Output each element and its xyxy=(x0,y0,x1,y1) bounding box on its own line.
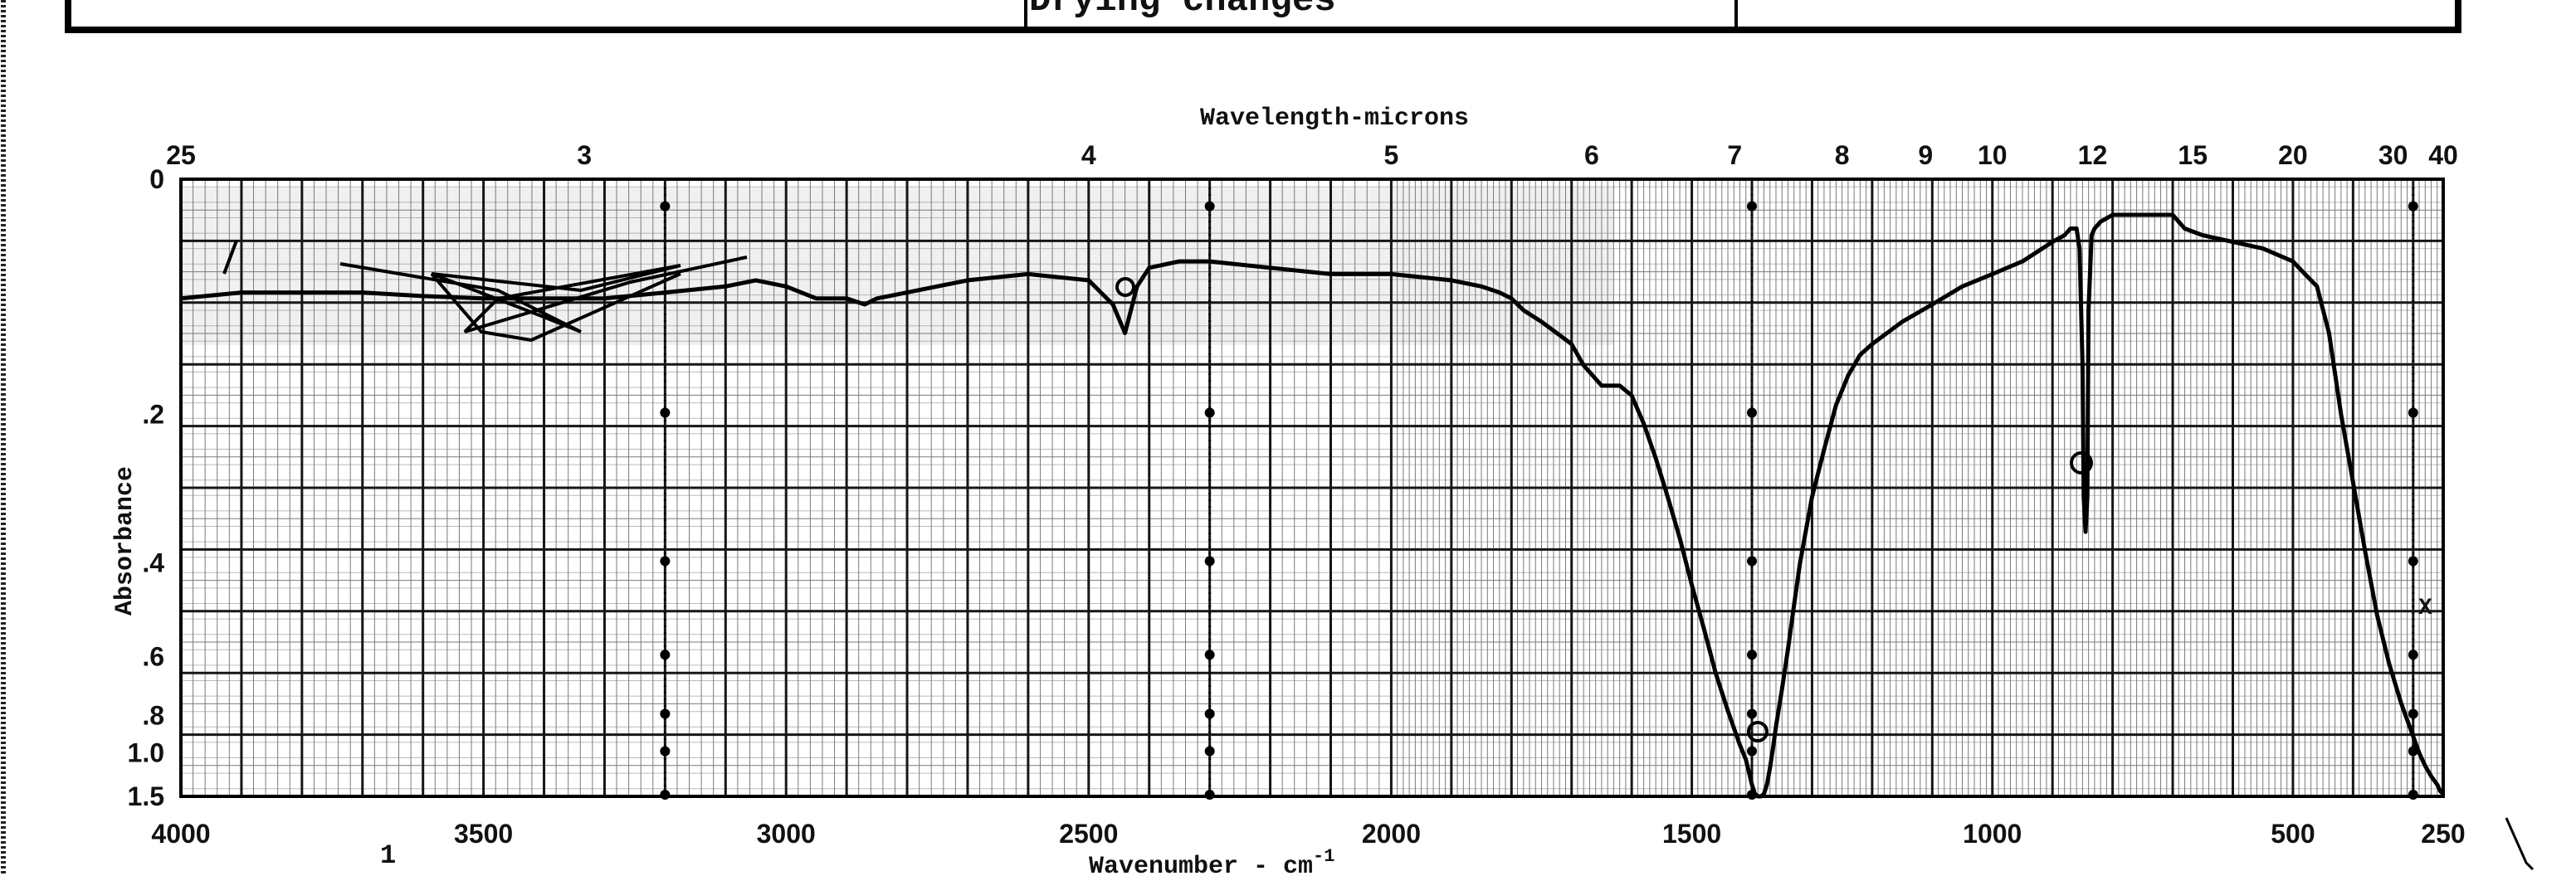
y-tick-label: .4 xyxy=(142,548,164,577)
dotted-marker-dot xyxy=(1747,708,1758,719)
dotted-marker-dot xyxy=(1204,790,1215,800)
dotted-marker-dot xyxy=(2408,790,2418,800)
y-tick-labels: 0 .2 .4 .6 .8 1.0 1.5 xyxy=(128,164,165,811)
y-axis-title: Absorbance xyxy=(111,466,139,616)
x-tick-label-top: 30 xyxy=(2378,140,2408,170)
dotted-markers xyxy=(660,187,2418,800)
x-marker: X xyxy=(2418,596,2432,621)
x-tick-label-top: 20 xyxy=(2278,140,2308,170)
top-frame xyxy=(65,0,2461,33)
x-tick-label-bottom: 2000 xyxy=(1362,819,1421,849)
dotted-marker-dot xyxy=(1204,746,1215,757)
dotted-marker-dot xyxy=(2408,407,2418,418)
dotted-marker-dot xyxy=(660,790,671,800)
dotted-marker-dot xyxy=(1747,746,1758,757)
scribble-artifact xyxy=(222,240,748,343)
dotted-marker-dot xyxy=(660,746,671,757)
dotted-marker-dot xyxy=(660,708,671,719)
dotted-marker-dot xyxy=(660,650,671,660)
y-tick-label: .6 xyxy=(142,641,164,671)
x-tick-label-top: 5 xyxy=(1384,140,1399,170)
dotted-marker-dot xyxy=(1747,407,1758,418)
x-tick-label-top: 3 xyxy=(577,140,592,170)
dotted-marker-dot xyxy=(2408,708,2418,719)
x-tick-label-bottom: 1000 xyxy=(1963,819,2022,849)
x-tick-label-top: 12 xyxy=(2078,140,2108,170)
top-frame-text: Drying changes xyxy=(1029,0,1336,22)
y-tick-label: .8 xyxy=(142,701,164,731)
x-tick-label-bottom: 3500 xyxy=(454,819,513,849)
x-tick-label-bottom: 4000 xyxy=(151,819,210,849)
x-tick-label-top: 15 xyxy=(2178,140,2208,170)
dotted-marker-dot xyxy=(1747,650,1758,660)
x-tick-label-top: 10 xyxy=(1978,140,2008,170)
y-tick-label: 1.5 xyxy=(128,781,164,811)
peak-marker-circle xyxy=(1115,277,1135,297)
x-tick-labels-bottom: 4000 3500 3000 2500 2000 1500 1000 500 250 xyxy=(151,819,2465,849)
dotted-marker-dot xyxy=(2408,556,2418,567)
x-axis-top-title: Wavelength-microns xyxy=(1200,105,1469,133)
plot-border xyxy=(179,178,2445,798)
stray-mark xyxy=(2505,817,2535,871)
x-tick-label-top: 4 xyxy=(1081,140,1096,170)
dotted-marker-dot xyxy=(1204,407,1215,418)
x-tick-label-bottom: 3000 xyxy=(757,819,816,849)
x-axis-bottom-title-text: Wavenumber - cm xyxy=(1089,853,1313,876)
y-tick-label: 1.0 xyxy=(128,737,164,767)
x-tick-label-bottom: 500 xyxy=(2271,819,2315,849)
spectrum-line xyxy=(180,212,2445,799)
x-tick-label-bottom: 250 xyxy=(2421,819,2465,849)
dotted-marker-dot xyxy=(1204,201,1215,212)
dotted-marker-dot xyxy=(660,556,671,567)
x-tick-label-bottom: 2500 xyxy=(1059,819,1118,849)
stray-mark: 1 xyxy=(380,840,396,871)
x-tick-label-top: 7 xyxy=(1727,140,1742,170)
shaded-band xyxy=(181,187,1613,345)
dotted-marker-dot xyxy=(2408,650,2418,660)
dotted-marker-dot xyxy=(1747,201,1758,212)
y-tick-label: .2 xyxy=(142,400,164,430)
x-tick-label-top: 40 xyxy=(2428,140,2458,170)
y-tick-label: 0 xyxy=(149,164,164,194)
dotted-marker-dot xyxy=(1747,556,1758,567)
x-tick-label-top: 6 xyxy=(1584,140,1599,170)
dotted-marker-dot xyxy=(660,201,671,212)
dotted-marker-dot xyxy=(1204,708,1215,719)
peak-marker-circle xyxy=(2070,451,2093,474)
x-tick-label-bottom: 1500 xyxy=(1662,819,1721,849)
x-tick-label-top: 8 xyxy=(1835,140,1850,170)
dotted-marker-dot xyxy=(1204,650,1215,660)
dotted-marker-dot xyxy=(660,407,671,418)
x-tick-label-top: 25 xyxy=(166,140,196,170)
x-axis-bottom-title: Wavenumber - cm-1 xyxy=(1089,846,1334,876)
dotted-marker-dot xyxy=(1204,556,1215,567)
dotted-marker-dot xyxy=(2408,201,2418,212)
x-tick-labels-top: 25 3 4 5 6 7 8 9 10 12 15 20 30 40 xyxy=(166,140,2458,170)
peak-marker-circle xyxy=(1747,721,1769,742)
x-tick-label-top: 9 xyxy=(1918,140,1933,170)
x-axis-bottom-title-sup: -1 xyxy=(1313,846,1334,867)
